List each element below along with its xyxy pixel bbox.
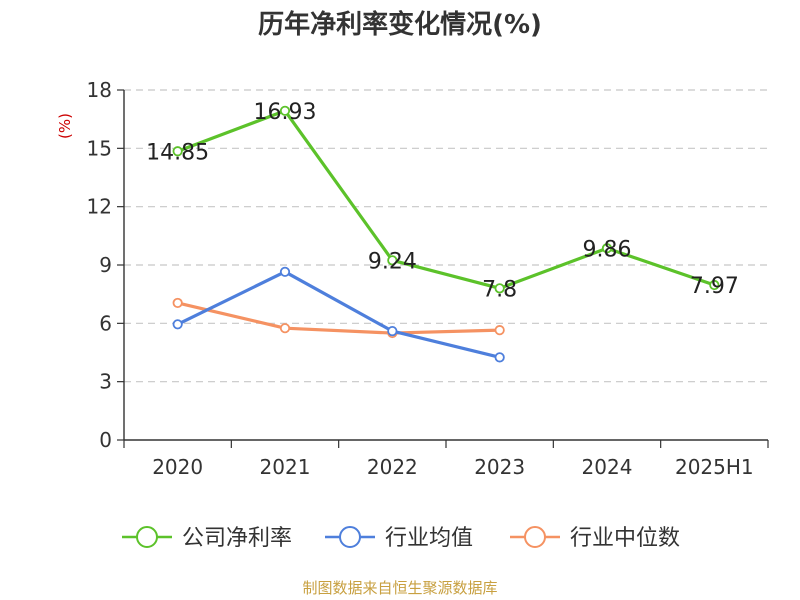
legend-label: 行业均值 — [385, 526, 473, 551]
y-axis-unit-label: (%) — [56, 113, 74, 139]
series-lines — [172, 105, 720, 363]
series-line — [176, 301, 502, 335]
data-point — [601, 243, 613, 254]
data-label: 16.93 — [254, 100, 317, 125]
data-label: 9.86 — [583, 237, 632, 262]
legend: 公司净利率 行业均值 行业中位数 — [122, 526, 680, 551]
data-point — [709, 279, 720, 291]
data-point — [172, 146, 183, 157]
series-line — [176, 270, 502, 359]
axes: 0 3 6 9 12 15 18 2020 2021 2022 2023 2024 2025H1 — [87, 78, 769, 479]
x-tick-label: 2024 — [582, 455, 633, 479]
legend-marker — [339, 526, 361, 548]
y-tick-label: 12 — [87, 195, 112, 219]
data-point — [494, 283, 505, 294]
y-tick-label: 6 — [99, 311, 112, 335]
x-tick-label: 2023 — [474, 455, 525, 479]
y-tick-label: 18 — [87, 78, 112, 102]
data-point — [494, 352, 505, 363]
data-point — [387, 326, 398, 337]
x-tick-label: 2021 — [260, 455, 311, 479]
y-tick-label: 3 — [99, 370, 112, 394]
data-point — [387, 255, 398, 266]
data-label: 7.8 — [482, 277, 517, 302]
data-label: 14.85 — [146, 140, 209, 165]
data-labels: 14.85 16.93 9.24 7.8 9.86 7.97 — [146, 100, 739, 303]
data-point — [279, 323, 291, 334]
x-tick-label: 2020 — [152, 455, 203, 479]
x-tick-label: 2022 — [367, 455, 418, 479]
y-tick-label: 0 — [99, 428, 112, 452]
data-label: 7.97 — [690, 274, 739, 299]
data-point — [279, 266, 291, 277]
legend-label: 行业中位数 — [570, 526, 680, 551]
y-tick-label: 15 — [87, 136, 112, 160]
data-point — [494, 325, 505, 336]
y-tick-label: 9 — [99, 253, 112, 277]
series-line — [176, 109, 716, 290]
legend-label: 公司净利率 — [182, 526, 292, 551]
data-point — [279, 105, 291, 116]
data-point — [172, 319, 183, 330]
legend-marker — [524, 526, 546, 548]
data-label: 9.24 — [368, 249, 417, 274]
x-tick-label: 2025H1 — [675, 455, 754, 479]
data-point — [172, 297, 183, 309]
legend-marker — [136, 526, 158, 548]
data-source-note: 制图数据来自恒生聚源数据库 — [302, 579, 497, 597]
chart-title: 历年净利率变化情况(%) — [258, 9, 542, 40]
